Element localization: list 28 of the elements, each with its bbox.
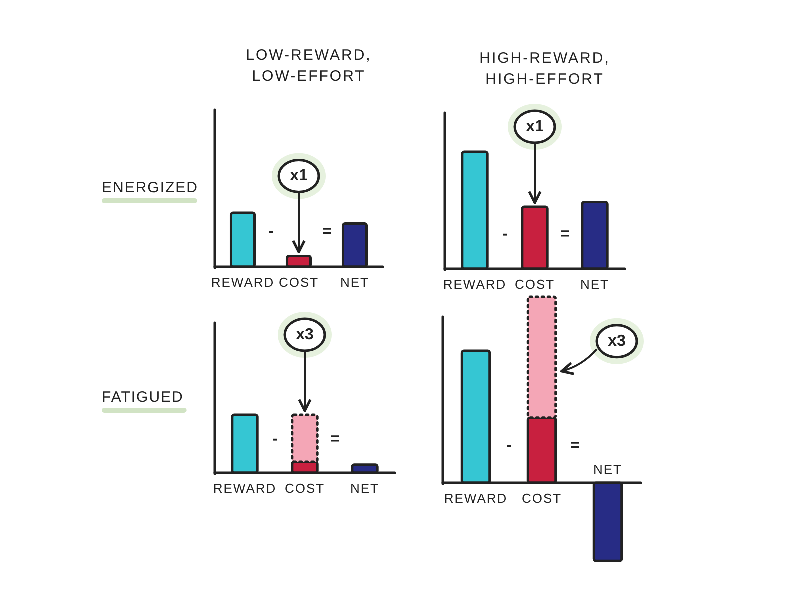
text: x3 [296,326,314,344]
x-tick-label: NET [580,277,610,292]
annotation: = [330,431,340,448]
x-tick-label: NET [350,481,380,496]
x-tick-label: REWARD [443,277,507,292]
annotation: x3 [608,332,626,350]
annotation: = [560,226,570,243]
chart-title: LOW-REWARD, LOW-EFFORT [246,47,372,85]
annotation: - [272,431,278,448]
x-tick-label: REWARD [444,491,508,506]
annotation: - [502,226,508,243]
text: x1 [290,168,308,185]
annotation: = [322,224,332,241]
annotation: - [506,438,512,455]
annotation: = [570,438,580,455]
text: x1 [526,118,544,136]
x-tick-label: COST [284,481,326,496]
annotation: - [268,224,274,241]
x-tick-label: COST [278,275,320,290]
x-tick-label: REWARD [211,275,275,290]
x-tick-label: NET [594,462,622,477]
y-axis-title: ENERGIZED [102,179,199,196]
x-tick-label: COST [514,277,556,292]
y-axis-title: FATIGUED [102,388,184,406]
x-tick-label: COST [522,491,562,506]
x-tick-label: REWARD [213,481,277,496]
x-tick-label: NET [340,275,370,290]
chart-title: HIGH-REWARD, HIGH-EFFORT [480,50,610,88]
